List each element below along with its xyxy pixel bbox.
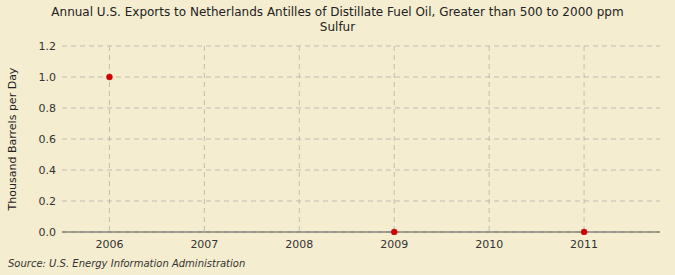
points xyxy=(106,74,587,235)
y-grid-line xyxy=(62,201,660,202)
title-line: Sulfur xyxy=(320,20,355,34)
y-tick-label: 1.2 xyxy=(39,40,57,53)
y-grid-line xyxy=(62,46,660,47)
y-tick-label: 0.2 xyxy=(39,195,57,208)
x-grid-line xyxy=(584,46,585,232)
y-tick-label: 0.0 xyxy=(39,226,57,239)
background xyxy=(0,0,675,275)
y-tick-label: 1.0 xyxy=(39,71,57,84)
point xyxy=(581,229,587,235)
y-grid-line xyxy=(62,170,660,171)
title-line: Annual U.S. Exports to Netherlands Antil… xyxy=(51,5,623,19)
x-tick-label: 2009 xyxy=(380,238,408,251)
x-grid-line xyxy=(204,46,205,232)
x-axis-line xyxy=(62,232,660,233)
y-grid-line xyxy=(62,139,660,140)
y-axis-label: Thousand Barrels per Day xyxy=(6,67,19,211)
title: Annual U.S. Exports to Netherlands Antil… xyxy=(51,5,623,34)
x-grid-line xyxy=(489,46,490,232)
x-grid-line xyxy=(299,46,300,232)
x-tick-label: 2011 xyxy=(570,238,598,251)
y-grid-line xyxy=(62,77,660,78)
y-tick-label: 0.6 xyxy=(39,133,57,146)
y-tick-label: 0.4 xyxy=(39,164,57,177)
x-grid-line xyxy=(394,46,395,232)
y-tick-label: 0.8 xyxy=(39,102,57,115)
ticks: 0.0 0.2 0.4 0.6 0.8 1.0 1.2 2006 2007 2008 2009 201… xyxy=(39,40,599,251)
point xyxy=(391,229,397,235)
y-grid-line xyxy=(62,108,660,109)
x-tick-label: 2006 xyxy=(95,238,123,251)
chart: Annual U.S. Exports to Netherlands Antil… xyxy=(0,0,675,275)
grid xyxy=(62,46,660,232)
y-grid-line xyxy=(62,232,660,233)
x-tick-label: 2010 xyxy=(475,238,503,251)
x-tick-label: 2008 xyxy=(285,238,313,251)
source-note: Source: U.S. Energy Information Administ… xyxy=(8,258,245,269)
x-tick-label: 2007 xyxy=(190,238,218,251)
point xyxy=(106,74,112,80)
